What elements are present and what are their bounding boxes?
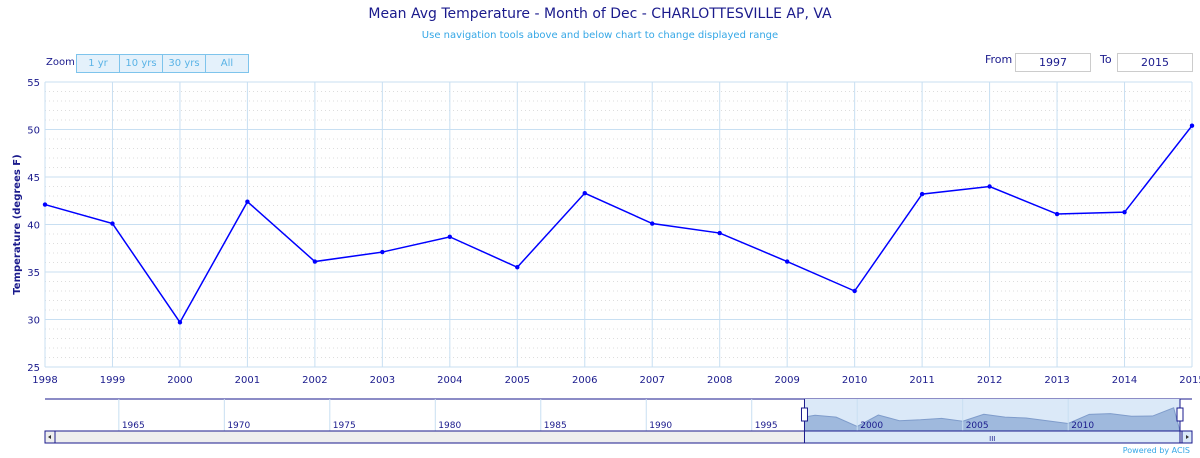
data-point <box>1122 209 1127 215</box>
arrow-right-icon <box>1186 435 1189 439</box>
navigator-label: 2000 <box>860 421 883 431</box>
x-tick-label: 2004 <box>437 375 462 386</box>
y-tick-label: 35 <box>27 268 40 279</box>
zoom-all-button[interactable]: All <box>206 55 248 72</box>
navigator-label: 1970 <box>227 421 250 431</box>
x-tick-label: 2012 <box>977 375 1002 386</box>
zoom-30yrs-button[interactable]: 30 yrs <box>163 55 206 72</box>
x-tick-label: 2002 <box>302 375 327 386</box>
data-point <box>447 234 453 240</box>
navigator-label: 2005 <box>966 421 989 431</box>
data-point <box>650 221 655 226</box>
data-point <box>717 230 722 236</box>
arrow-left-icon <box>48 435 51 439</box>
data-point <box>784 259 790 264</box>
x-tick-label: 2008 <box>707 375 732 386</box>
x-tick-label: 1999 <box>100 375 125 386</box>
x-tick-label: 2009 <box>774 375 799 386</box>
x-tick-label: 2013 <box>1044 375 1069 386</box>
to-input[interactable]: 2015 <box>1117 53 1193 72</box>
scrollbar-grip-icon: III <box>989 435 995 443</box>
y-tick-label: 25 <box>27 363 40 374</box>
zoom-10yrs-button[interactable]: 10 yrs <box>120 55 163 72</box>
powered-by-link[interactable]: Powered by ACIS <box>1122 446 1190 455</box>
navigator-label: 1965 <box>122 421 145 431</box>
data-point <box>919 191 925 197</box>
navigator-label: 1995 <box>755 421 778 431</box>
x-tick-label: 2014 <box>1112 375 1137 386</box>
navigator-label: 1990 <box>649 421 672 431</box>
y-axis-title: Temperature (degrees F) <box>12 154 23 294</box>
y-tick-label: 50 <box>27 126 40 137</box>
chart-title: Mean Avg Temperature - Month of Dec - CH… <box>368 6 832 22</box>
zoom-label: Zoom <box>46 57 75 68</box>
y-tick-label: 45 <box>27 173 40 184</box>
zoom-1yr-button[interactable]: 1 yr <box>77 55 120 72</box>
data-point <box>1189 123 1195 128</box>
navigator-label: 1975 <box>333 421 356 431</box>
x-tick-label: 1998 <box>32 375 57 386</box>
data-point <box>312 259 318 264</box>
data-point <box>852 288 857 294</box>
x-tick-label: 2003 <box>370 375 395 386</box>
data-point <box>1054 211 1060 217</box>
x-tick-label: 2005 <box>505 375 530 386</box>
data-point <box>380 249 385 255</box>
from-label: From <box>985 53 1013 66</box>
navigator-left-handle[interactable] <box>800 407 808 422</box>
x-tick-label: 2015 <box>1179 375 1200 386</box>
scrollbar-thumb[interactable] <box>803 430 1181 444</box>
data-point <box>515 265 520 270</box>
y-tick-label: 40 <box>27 221 40 232</box>
zoom-buttons: 1 yr 10 yrs 30 yrs All <box>76 54 249 73</box>
x-tick-label: 2007 <box>640 375 665 386</box>
navigator-label: 1980 <box>438 421 461 431</box>
navigator-label: 1985 <box>544 421 567 431</box>
series-line <box>44 125 1193 324</box>
data-point <box>582 190 587 196</box>
data-point <box>42 202 48 207</box>
navigator-right-handle[interactable] <box>1176 407 1184 422</box>
to-label: To <box>1100 53 1112 66</box>
data-point <box>110 221 115 226</box>
chart-subtitle: Use navigation tools above and below cha… <box>421 30 779 41</box>
y-tick-label: 55 <box>27 78 40 89</box>
from-input[interactable]: 1997 <box>1015 53 1091 72</box>
x-tick-label: 2000 <box>167 375 192 386</box>
navigator-area <box>803 407 1181 432</box>
data-point <box>177 320 183 325</box>
x-tick-label: 2001 <box>235 375 260 386</box>
x-tick-label: 2011 <box>909 375 934 386</box>
x-tick-label: 2006 <box>572 375 597 386</box>
data-point <box>245 199 250 204</box>
data-point <box>987 184 992 189</box>
navigator-label: 2010 <box>1071 421 1094 431</box>
x-tick-label: 2010 <box>842 375 867 386</box>
y-tick-label: 30 <box>27 316 40 327</box>
